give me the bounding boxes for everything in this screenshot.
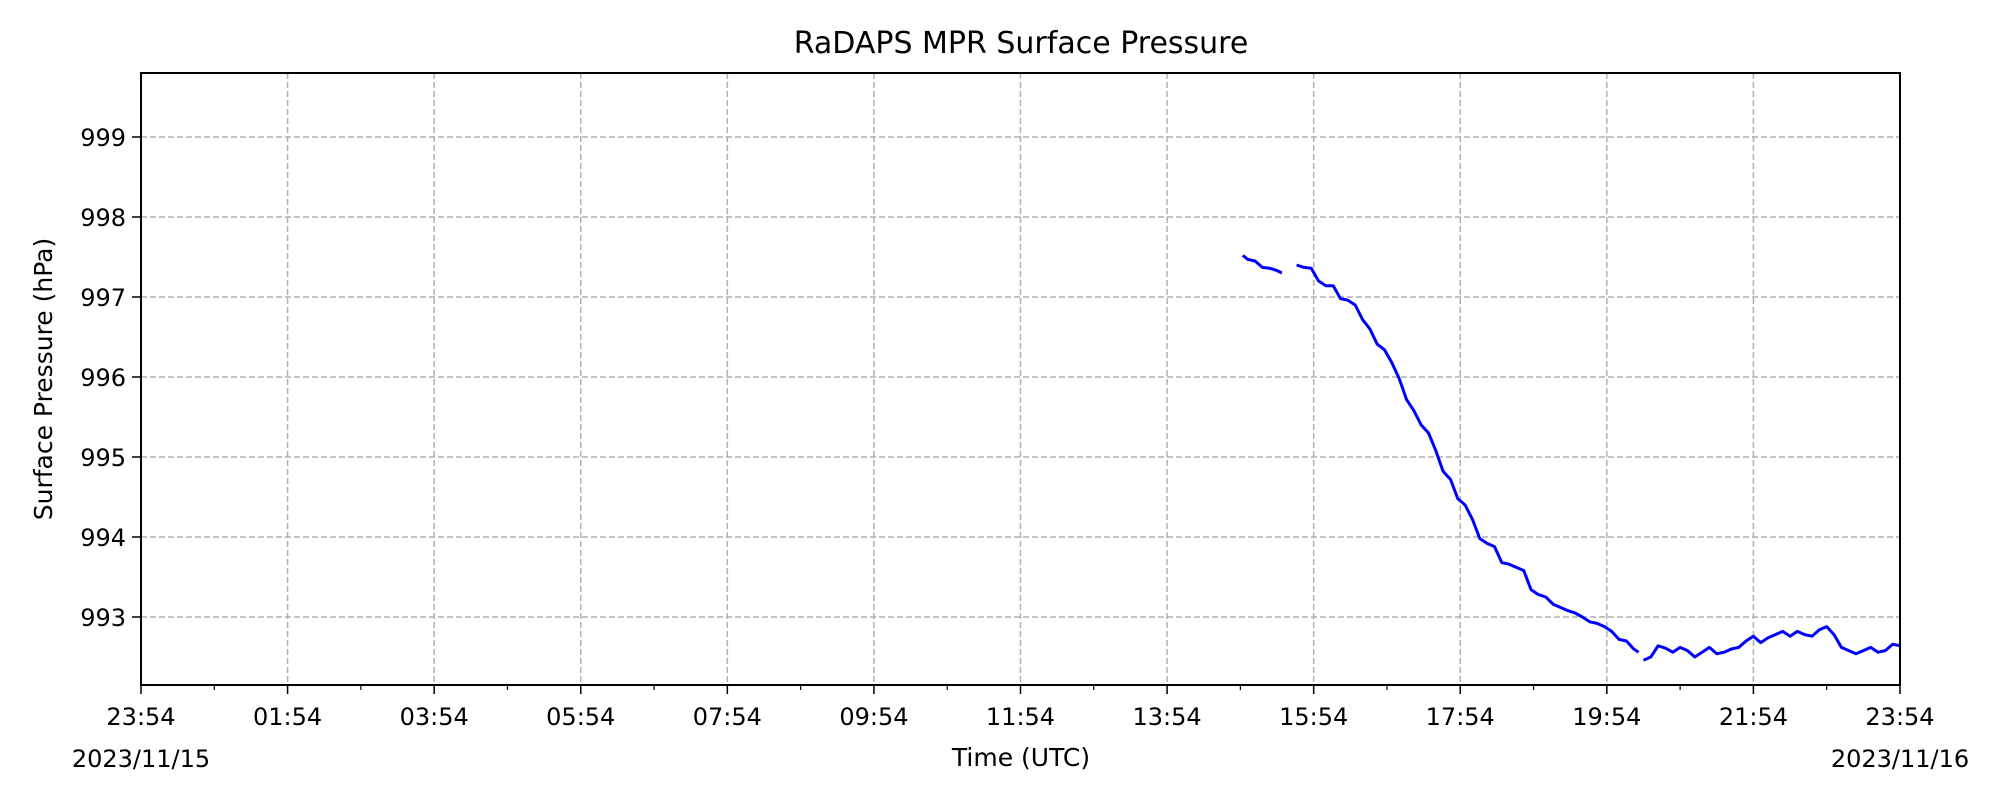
chart-title: RaDAPS MPR Surface Pressure — [794, 26, 1249, 61]
series-layer — [1241, 254, 1901, 662]
x-tick-label: 19:54 — [1572, 703, 1641, 731]
pressure-series-line — [1296, 263, 1640, 654]
y-tick-label: 997 — [80, 284, 126, 312]
x-tick-label: 09:54 — [839, 703, 908, 731]
x-tick-label: 05:54 — [546, 703, 615, 731]
x-axis-label: Time (UTC) — [951, 743, 1090, 772]
x-tick-label: 21:54 — [1719, 703, 1788, 731]
grid-layer — [141, 73, 1900, 685]
x-tick-label: 23:54 — [1865, 703, 1934, 731]
pressure-series-line — [1241, 254, 1283, 275]
y-axis-label: Surface Pressure (hPa) — [29, 238, 58, 521]
y-tick-label: 999 — [80, 124, 126, 152]
x-tick-label: 07:54 — [693, 703, 762, 731]
y-tick-label: 998 — [80, 204, 126, 232]
x-tick-label: 15:54 — [1279, 703, 1348, 731]
x-axis: 23:54 01:54 03:54 05:54 07:54 09:54 11:54 13:54… — [106, 685, 1935, 731]
x-tick-label: 03:54 — [400, 703, 469, 731]
x-tick-label: 17:54 — [1426, 703, 1495, 731]
x-tick-label: 11:54 — [986, 703, 1055, 731]
y-tick-label: 993 — [80, 604, 126, 632]
y-tick-label: 996 — [80, 364, 126, 392]
y-tick-label: 994 — [80, 524, 126, 552]
x-tick-label: 01:54 — [253, 703, 322, 731]
y-axis: 993 994 995 996 997 998 999 — [80, 124, 141, 632]
x-tick-label: 13:54 — [1132, 703, 1201, 731]
y-tick-label: 995 — [80, 444, 126, 472]
x-tick-label: 23:54 — [106, 703, 175, 731]
pressure-series-line — [1642, 625, 1901, 662]
x-date-start-label: 2023/11/15 — [72, 745, 210, 773]
x-date-end-label: 2023/11/16 — [1831, 745, 1969, 773]
